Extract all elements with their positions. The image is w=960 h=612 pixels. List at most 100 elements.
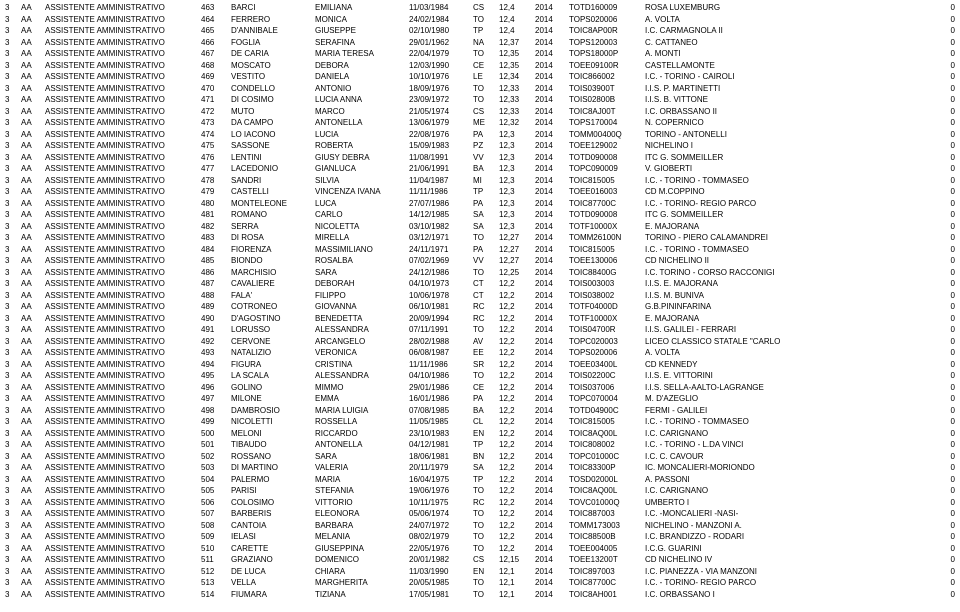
cell-col-0: 3 (2, 37, 18, 49)
cell-col-5: MARIA (312, 474, 406, 486)
cell-col-1: AA (18, 163, 42, 175)
cell-col-12: 0 (942, 577, 958, 589)
cell-col-10: TOIC83300P (566, 462, 642, 474)
table-row: 3AAASSISTENTE AMMINISTRATIVO514FIUMARATI… (2, 589, 958, 601)
cell-col-2: ASSISTENTE AMMINISTRATIVO (42, 83, 198, 95)
cell-col-11: I.C. -MONCALIERI -NASI- (642, 508, 942, 520)
cell-col-11: A. PASSONI (642, 474, 942, 486)
cell-col-9: 2014 (532, 48, 566, 60)
cell-col-5: VINCENZA IVANA (312, 186, 406, 198)
cell-col-9: 2014 (532, 175, 566, 187)
cell-col-0: 3 (2, 278, 18, 290)
cell-col-12: 0 (942, 359, 958, 371)
cell-col-4: IELASI (228, 531, 312, 543)
cell-col-2: ASSISTENTE AMMINISTRATIVO (42, 267, 198, 279)
cell-col-11: CASTELLAMONTE (642, 60, 942, 72)
cell-col-10: TOTD090008 (566, 152, 642, 164)
cell-col-10: TOPC01000C (566, 451, 642, 463)
cell-col-11: I.C. - TORINO- REGIO PARCO (642, 198, 942, 210)
cell-col-11: TORINO - PIERO CALAMANDREI (642, 232, 942, 244)
cell-col-7: CS (470, 2, 496, 14)
cell-col-10: TOEE004005 (566, 543, 642, 555)
cell-col-7: TO (470, 531, 496, 543)
cell-col-7: CL (470, 416, 496, 428)
cell-col-10: TOIC8AJ00T (566, 106, 642, 118)
cell-col-7: TO (470, 83, 496, 95)
cell-col-11: C. CATTANEO (642, 37, 942, 49)
cell-col-12: 0 (942, 520, 958, 532)
cell-col-10: TOEE03400L (566, 359, 642, 371)
cell-col-12: 0 (942, 129, 958, 141)
cell-col-3: 472 (198, 106, 228, 118)
cell-col-1: AA (18, 508, 42, 520)
cell-col-3: 480 (198, 198, 228, 210)
cell-col-4: MUTO (228, 106, 312, 118)
cell-col-11: I.I.S. M. BUNIVA (642, 290, 942, 302)
cell-col-7: EE (470, 347, 496, 359)
cell-col-8: 12,2 (496, 439, 532, 451)
cell-col-3: 503 (198, 462, 228, 474)
cell-col-11: IC. MONCALIERI-MORIONDO (642, 462, 942, 474)
cell-col-3: 486 (198, 267, 228, 279)
cell-col-2: ASSISTENTE AMMINISTRATIVO (42, 382, 198, 394)
cell-col-3: 488 (198, 290, 228, 302)
cell-col-7: PA (470, 198, 496, 210)
cell-col-9: 2014 (532, 589, 566, 601)
cell-col-2: ASSISTENTE AMMINISTRATIVO (42, 255, 198, 267)
cell-col-0: 3 (2, 428, 18, 440)
cell-col-5: VITTORIO (312, 497, 406, 509)
cell-col-4: ROSSANO (228, 451, 312, 463)
cell-col-11: NICHELINO I (642, 140, 942, 152)
cell-col-0: 3 (2, 221, 18, 233)
cell-col-5: EMMA (312, 393, 406, 405)
cell-col-11: ITC G. SOMMEILLER (642, 152, 942, 164)
cell-col-12: 0 (942, 232, 958, 244)
cell-col-7: PA (470, 244, 496, 256)
cell-col-4: DAMBROSIO (228, 405, 312, 417)
cell-col-1: AA (18, 405, 42, 417)
cell-col-7: TO (470, 485, 496, 497)
cell-col-4: LORUSSO (228, 324, 312, 336)
cell-col-8: 12,2 (496, 359, 532, 371)
cell-col-1: AA (18, 531, 42, 543)
cell-col-2: ASSISTENTE AMMINISTRATIVO (42, 485, 198, 497)
cell-col-2: ASSISTENTE AMMINISTRATIVO (42, 117, 198, 129)
cell-col-0: 3 (2, 244, 18, 256)
cell-col-12: 0 (942, 531, 958, 543)
cell-col-12: 0 (942, 324, 958, 336)
cell-col-2: ASSISTENTE AMMINISTRATIVO (42, 428, 198, 440)
cell-col-5: GIUSEPPE (312, 25, 406, 37)
cell-col-8: 12,2 (496, 485, 532, 497)
cell-col-1: AA (18, 48, 42, 60)
cell-col-10: TOIC8AH001 (566, 589, 642, 601)
cell-col-11: I.C. - TORINO- REGIO PARCO (642, 577, 942, 589)
table-row: 3AAASSISTENTE AMMINISTRATIVO488FALA'FILI… (2, 290, 958, 302)
cell-col-3: 476 (198, 152, 228, 164)
cell-col-2: ASSISTENTE AMMINISTRATIVO (42, 474, 198, 486)
cell-col-5: GIANLUCA (312, 163, 406, 175)
cell-col-12: 0 (942, 462, 958, 474)
cell-col-7: CE (470, 382, 496, 394)
cell-col-0: 3 (2, 531, 18, 543)
cell-col-11: I.C. TORINO - CORSO RACCONIGI (642, 267, 942, 279)
cell-col-4: DE LUCA (228, 566, 312, 578)
cell-col-10: TOIC88400G (566, 267, 642, 279)
admin-staff-table: 3AAASSISTENTE AMMINISTRATIVO463BARCIEMIL… (2, 2, 958, 600)
cell-col-10: TOSD02000L (566, 474, 642, 486)
cell-col-4: D'AGOSTINO (228, 313, 312, 325)
cell-col-6: 02/10/1980 (406, 25, 470, 37)
cell-col-0: 3 (2, 347, 18, 359)
cell-col-1: AA (18, 60, 42, 72)
cell-col-6: 14/12/1985 (406, 209, 470, 221)
cell-col-7: TO (470, 324, 496, 336)
cell-col-9: 2014 (532, 416, 566, 428)
cell-col-1: AA (18, 129, 42, 141)
cell-col-5: MARIA TERESA (312, 48, 406, 60)
cell-col-12: 0 (942, 106, 958, 118)
cell-col-1: AA (18, 140, 42, 152)
cell-col-11: I.I.S. P. MARTINETTI (642, 83, 942, 95)
cell-col-4: BARBERIS (228, 508, 312, 520)
cell-col-12: 0 (942, 451, 958, 463)
cell-col-7: TO (470, 14, 496, 26)
cell-col-4: TIBAUDO (228, 439, 312, 451)
